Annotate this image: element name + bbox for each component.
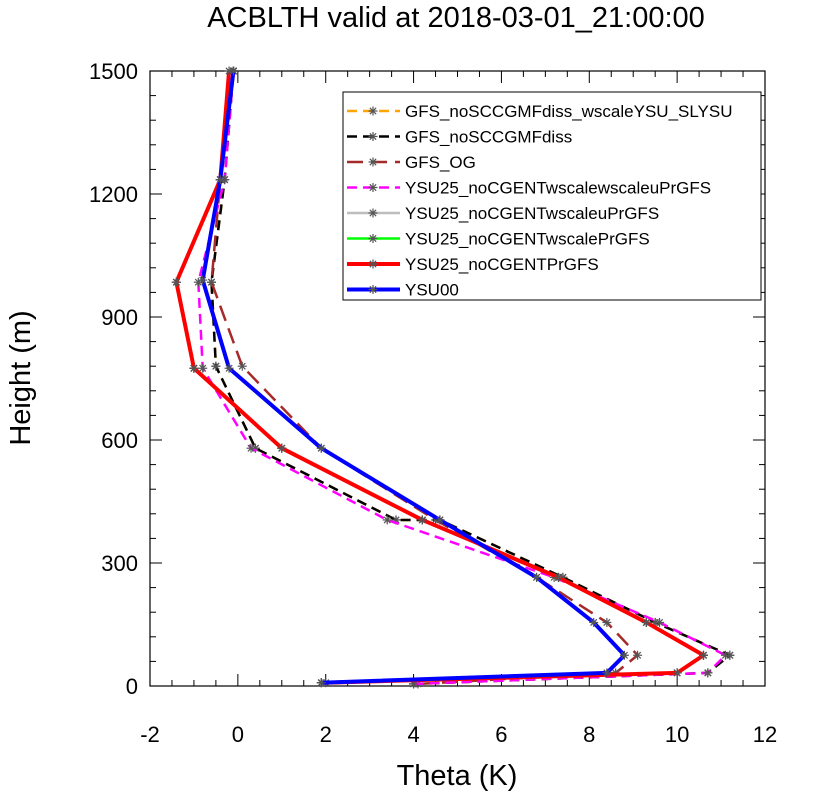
data-point bbox=[633, 650, 643, 660]
x-tick-label: 4 bbox=[407, 722, 419, 747]
legend-marker bbox=[368, 208, 378, 218]
legend-marker bbox=[368, 234, 378, 243]
data-point bbox=[602, 668, 612, 678]
data-point bbox=[602, 617, 612, 627]
series-line bbox=[197, 70, 727, 686]
legend: GFS_noSCCGMFdiss_wscaleYSU_SLYSU GFS_noSC… bbox=[342, 91, 762, 301]
x-tick-label: 10 bbox=[665, 722, 689, 747]
data-point bbox=[417, 515, 427, 525]
y-tick-label: 1500 bbox=[89, 59, 138, 84]
legend-label: YSU00 bbox=[405, 281, 459, 300]
legend-label: GFS_OG bbox=[405, 153, 476, 172]
plot-lines bbox=[171, 66, 735, 689]
data-point bbox=[198, 275, 208, 285]
data-point bbox=[589, 617, 599, 627]
y-tick-label: 900 bbox=[101, 305, 138, 330]
legend-item: GFS_noSCCGMFdiss_wscaleYSU_SLYSU bbox=[347, 102, 733, 121]
legend-marker bbox=[368, 157, 378, 167]
legend-marker bbox=[368, 183, 378, 192]
series-7 bbox=[198, 66, 629, 688]
y-axis-title: Height (m) bbox=[5, 310, 37, 445]
legend-label: YSU25_noCGENTwscalePrGFS bbox=[405, 230, 650, 249]
legend-item: YSU25_noCGENTwscalewscaleuPrGFS bbox=[347, 179, 711, 198]
legend-marker bbox=[368, 259, 378, 269]
x-tick-label: 12 bbox=[753, 722, 777, 747]
legend-marker bbox=[368, 132, 378, 141]
legend-marker bbox=[368, 285, 378, 294]
x-tick-label: 2 bbox=[320, 722, 332, 747]
y-tick-label: 300 bbox=[101, 551, 138, 576]
data-point bbox=[720, 650, 730, 660]
data-point bbox=[207, 277, 216, 287]
data-point bbox=[641, 617, 651, 627]
legend-label: YSU25_noCGENTwscalewscaleuPrGFS bbox=[405, 179, 711, 198]
data-point bbox=[316, 678, 326, 688]
legend-item: YSU25_noCGENTwscaleuPrGFS bbox=[347, 204, 659, 223]
data-point bbox=[435, 515, 445, 525]
legend-item: GFS_OG bbox=[347, 153, 476, 172]
legend-item: YSU00 bbox=[347, 281, 459, 300]
data-point bbox=[699, 650, 708, 660]
data-point bbox=[382, 515, 392, 525]
x-tick-label: -2 bbox=[140, 722, 160, 747]
x-axis-title: Theta (K) bbox=[397, 760, 518, 792]
legend-item: YSU25_noCGENTPrGFS bbox=[347, 255, 599, 274]
data-point bbox=[246, 443, 256, 453]
legend-label: YSU25_noCGENTwscaleuPrGFS bbox=[405, 204, 659, 223]
data-point bbox=[554, 572, 564, 582]
data-point bbox=[171, 277, 181, 287]
data-point bbox=[532, 572, 542, 582]
y-tick-label: 600 bbox=[101, 428, 138, 453]
data-point bbox=[237, 361, 247, 371]
data-point bbox=[211, 361, 221, 371]
legend-label: YSU25_noCGENTPrGFS bbox=[405, 255, 599, 274]
data-point bbox=[198, 363, 208, 373]
legend-label: GFS_noSCCGMFdiss bbox=[405, 128, 572, 147]
y-tick-label: 0 bbox=[126, 674, 138, 699]
data-point bbox=[277, 443, 287, 453]
legend-box bbox=[342, 91, 762, 301]
data-point bbox=[228, 66, 238, 76]
legend-item: GFS_noSCCGMFdiss bbox=[347, 128, 572, 147]
data-point bbox=[224, 363, 234, 373]
x-tick-label: 8 bbox=[583, 722, 595, 747]
chart-title: ACBLTH valid at 2018-03-01_21:00:00 bbox=[207, 2, 705, 34]
legend-label: GFS_noSCCGMFdiss_wscaleYSU_SLYSU bbox=[405, 102, 733, 121]
data-point bbox=[619, 650, 629, 660]
legend-item: YSU25_noCGENTwscalePrGFS bbox=[347, 230, 650, 249]
legend-marker bbox=[368, 106, 378, 116]
data-point bbox=[215, 175, 225, 185]
x-tick-label: 6 bbox=[495, 722, 507, 747]
y-tick-label: 1200 bbox=[89, 182, 138, 207]
data-point bbox=[189, 363, 199, 373]
data-point bbox=[703, 668, 713, 678]
data-point bbox=[655, 617, 665, 627]
data-point bbox=[672, 668, 682, 678]
x-tick-label: 0 bbox=[232, 722, 244, 747]
data-point bbox=[316, 443, 326, 453]
